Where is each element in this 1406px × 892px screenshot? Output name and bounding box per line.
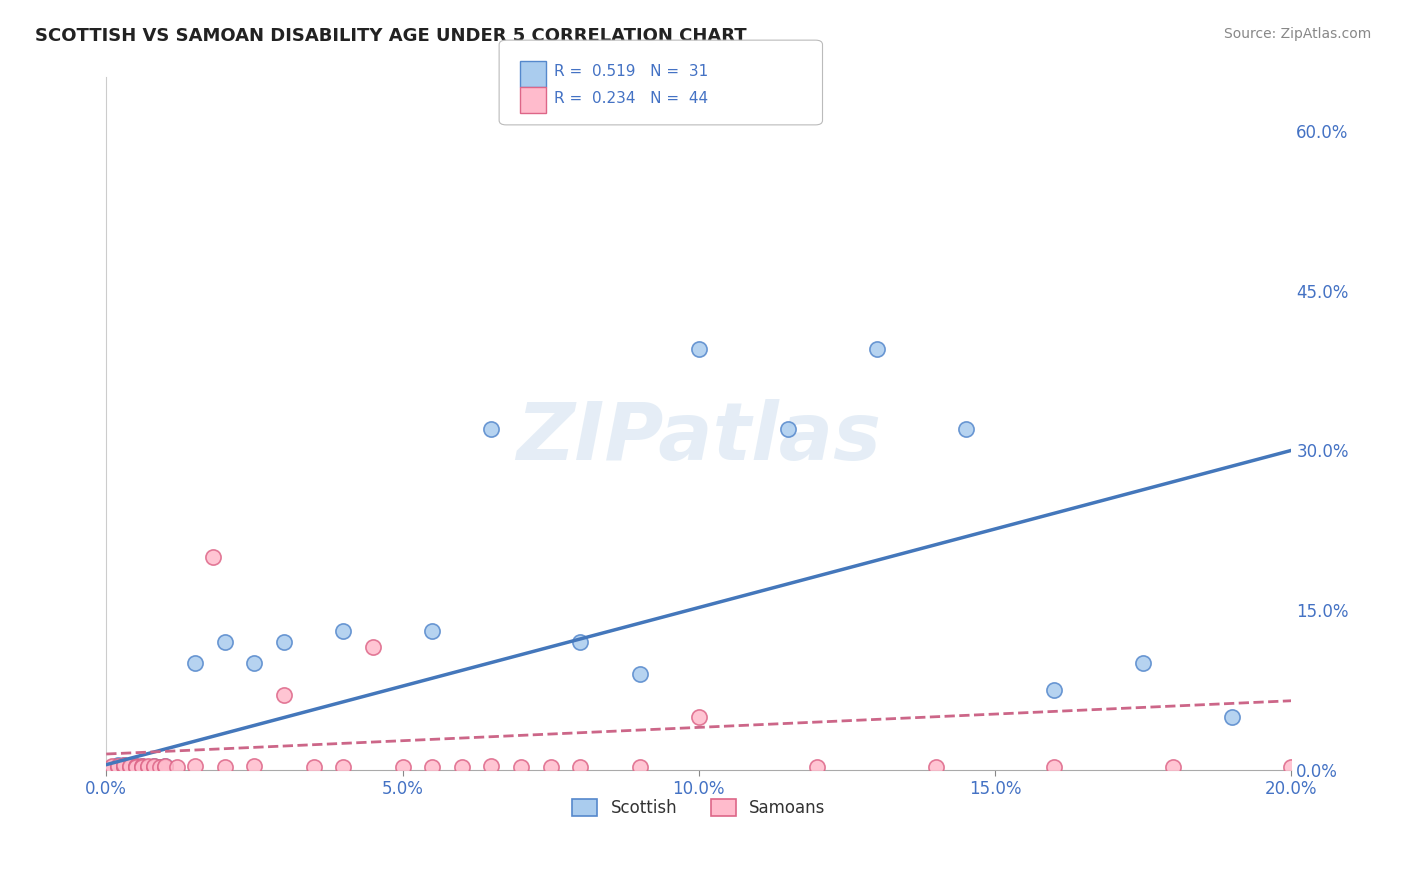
Point <box>112 757 135 772</box>
Point <box>806 760 828 774</box>
Point <box>125 758 148 772</box>
Text: R =  0.234   N =  44: R = 0.234 N = 44 <box>554 91 709 105</box>
Point <box>155 758 177 772</box>
Point <box>391 760 413 774</box>
Point <box>273 689 295 703</box>
Point <box>148 760 170 774</box>
Point <box>184 657 207 671</box>
Point <box>131 758 153 772</box>
Point <box>142 758 165 772</box>
Point <box>136 760 159 774</box>
Point <box>125 760 148 774</box>
Point <box>201 549 224 564</box>
Point <box>1161 760 1184 774</box>
Point <box>1043 683 1066 698</box>
Point <box>131 760 153 774</box>
Point <box>776 422 799 436</box>
Point <box>125 760 148 774</box>
Point <box>420 624 443 639</box>
Point <box>865 342 887 356</box>
Point <box>481 758 503 772</box>
Point <box>166 760 188 774</box>
Point <box>302 760 325 774</box>
Point <box>142 758 165 772</box>
Point <box>243 758 266 772</box>
Point <box>420 760 443 774</box>
Point <box>136 760 159 774</box>
Point <box>1281 760 1303 774</box>
Text: R =  0.519   N =  31: R = 0.519 N = 31 <box>554 64 709 78</box>
Point <box>481 422 503 436</box>
Point <box>688 710 710 724</box>
Point <box>131 760 153 774</box>
Point <box>332 624 354 639</box>
Point <box>118 760 141 774</box>
Point <box>155 760 177 774</box>
Point <box>131 758 153 772</box>
Point <box>125 760 148 774</box>
Text: Source: ZipAtlas.com: Source: ZipAtlas.com <box>1223 27 1371 41</box>
Point <box>925 760 948 774</box>
Point <box>214 760 236 774</box>
Point <box>628 667 651 681</box>
Point <box>118 760 141 774</box>
Point <box>107 760 129 774</box>
Point <box>569 760 592 774</box>
Point <box>107 758 129 772</box>
Point <box>107 757 129 772</box>
Point <box>101 760 124 774</box>
Point <box>112 757 135 772</box>
Point <box>118 758 141 772</box>
Point <box>450 760 472 774</box>
Point <box>540 760 562 774</box>
Point <box>112 760 135 774</box>
Point <box>628 760 651 774</box>
Point <box>243 657 266 671</box>
Point <box>118 758 141 772</box>
Point <box>112 760 135 774</box>
Legend: Scottish, Samoans: Scottish, Samoans <box>565 792 832 824</box>
Point <box>1043 760 1066 774</box>
Point <box>125 758 148 772</box>
Point <box>332 760 354 774</box>
Point <box>112 758 135 772</box>
Point <box>101 760 124 774</box>
Point <box>688 342 710 356</box>
Point <box>142 760 165 774</box>
Text: SCOTTISH VS SAMOAN DISABILITY AGE UNDER 5 CORRELATION CHART: SCOTTISH VS SAMOAN DISABILITY AGE UNDER … <box>35 27 747 45</box>
Point <box>107 758 129 772</box>
Point <box>148 760 170 774</box>
Point <box>136 758 159 772</box>
Point <box>955 422 977 436</box>
Point <box>510 760 533 774</box>
Point <box>184 758 207 772</box>
Point <box>214 635 236 649</box>
Point <box>101 758 124 772</box>
Point <box>1132 657 1154 671</box>
Point <box>1220 710 1243 724</box>
Point <box>273 635 295 649</box>
Point <box>155 758 177 772</box>
Text: ZIPatlas: ZIPatlas <box>516 399 882 476</box>
Point <box>569 635 592 649</box>
Point <box>361 640 384 655</box>
